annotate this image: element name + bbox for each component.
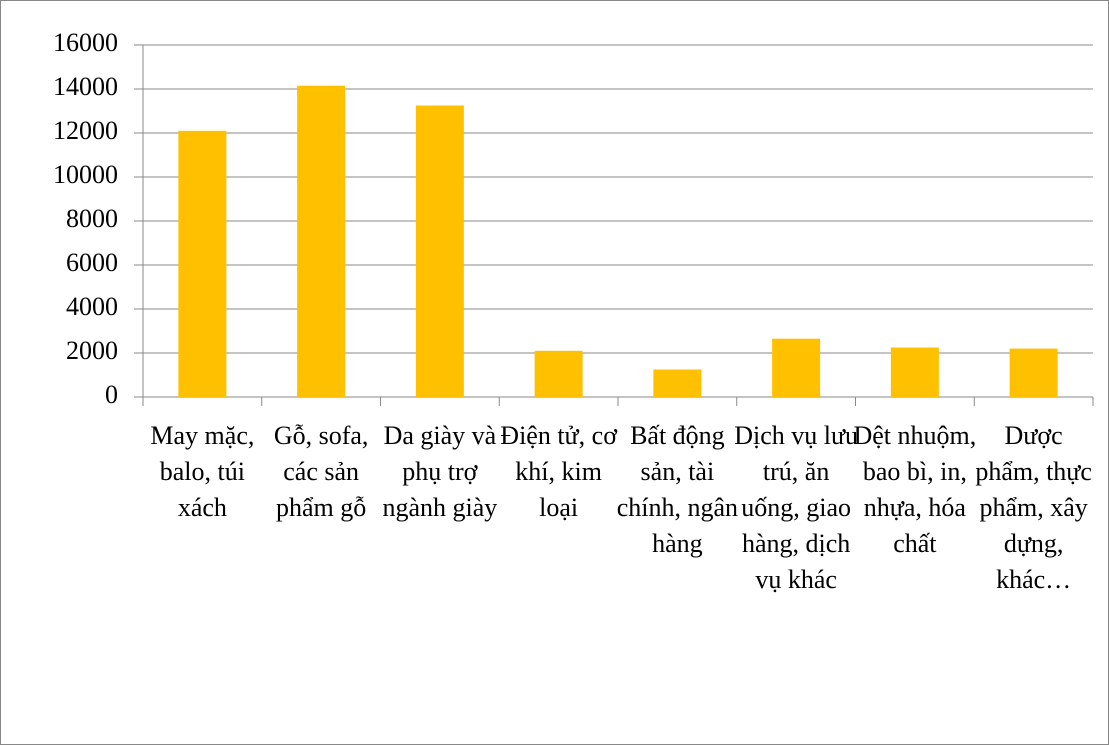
y-tick-label: 8000 — [66, 204, 118, 233]
x-tick-label-box: May mặc, balo, túi xách — [150, 421, 255, 522]
y-tick-label: 4000 — [66, 292, 118, 321]
x-tick-label: Bất động sản, tài chính, ngân hàng — [616, 421, 739, 558]
y-tick-label: 14000 — [53, 72, 118, 101]
bar — [772, 338, 821, 397]
bar — [534, 350, 583, 397]
x-tick-label: May mặc, balo, túi xách — [150, 421, 255, 522]
x-tick-label: Điện tử, cơ khí, kim loại — [500, 421, 617, 522]
x-tick-label-box: Điện tử, cơ khí, kim loại — [500, 421, 617, 522]
x-tick-label-box: Dịch vụ lưu trú, ăn uống, giao hàng, dịc… — [734, 421, 859, 594]
x-tick-label: Gỗ, sofa, các sản phẩm gỗ — [273, 421, 369, 522]
x-tick-label: Da giày và phụ trợ ngành giày — [382, 421, 498, 522]
x-tick-label-box: Bất động sản, tài chính, ngân hàng — [616, 421, 739, 558]
bar — [415, 105, 464, 397]
x-tick-label-box: Gỗ, sofa, các sản phẩm gỗ — [273, 421, 369, 522]
x-tick-label-box: Dệt nhuộm, bao bì, in, nhựa, hóa chất — [853, 421, 977, 558]
x-tick-label: Dược phẩm, thực phẩm, xây dựng, khác… — [975, 421, 1092, 594]
x-tick-label: Dệt nhuộm, bao bì, in, nhựa, hóa chất — [853, 421, 977, 558]
bar — [1009, 348, 1058, 397]
bar — [297, 85, 346, 397]
y-tick-label: 10000 — [53, 160, 118, 189]
y-tick-label: 0 — [105, 380, 118, 409]
x-tick-label: Dịch vụ lưu trú, ăn uống, giao hàng, dịc… — [734, 421, 859, 594]
x-tick-label-box: Da giày và phụ trợ ngành giày — [382, 421, 498, 522]
bar — [653, 369, 702, 397]
y-tick-label: 2000 — [66, 336, 118, 365]
bar — [178, 130, 227, 398]
y-tick-label: 6000 — [66, 248, 118, 277]
y-tick-label: 12000 — [53, 116, 118, 145]
x-tick-label-box: Dược phẩm, thực phẩm, xây dựng, khác… — [975, 421, 1092, 594]
bar — [890, 347, 939, 397]
y-tick-label: 16000 — [53, 28, 118, 57]
